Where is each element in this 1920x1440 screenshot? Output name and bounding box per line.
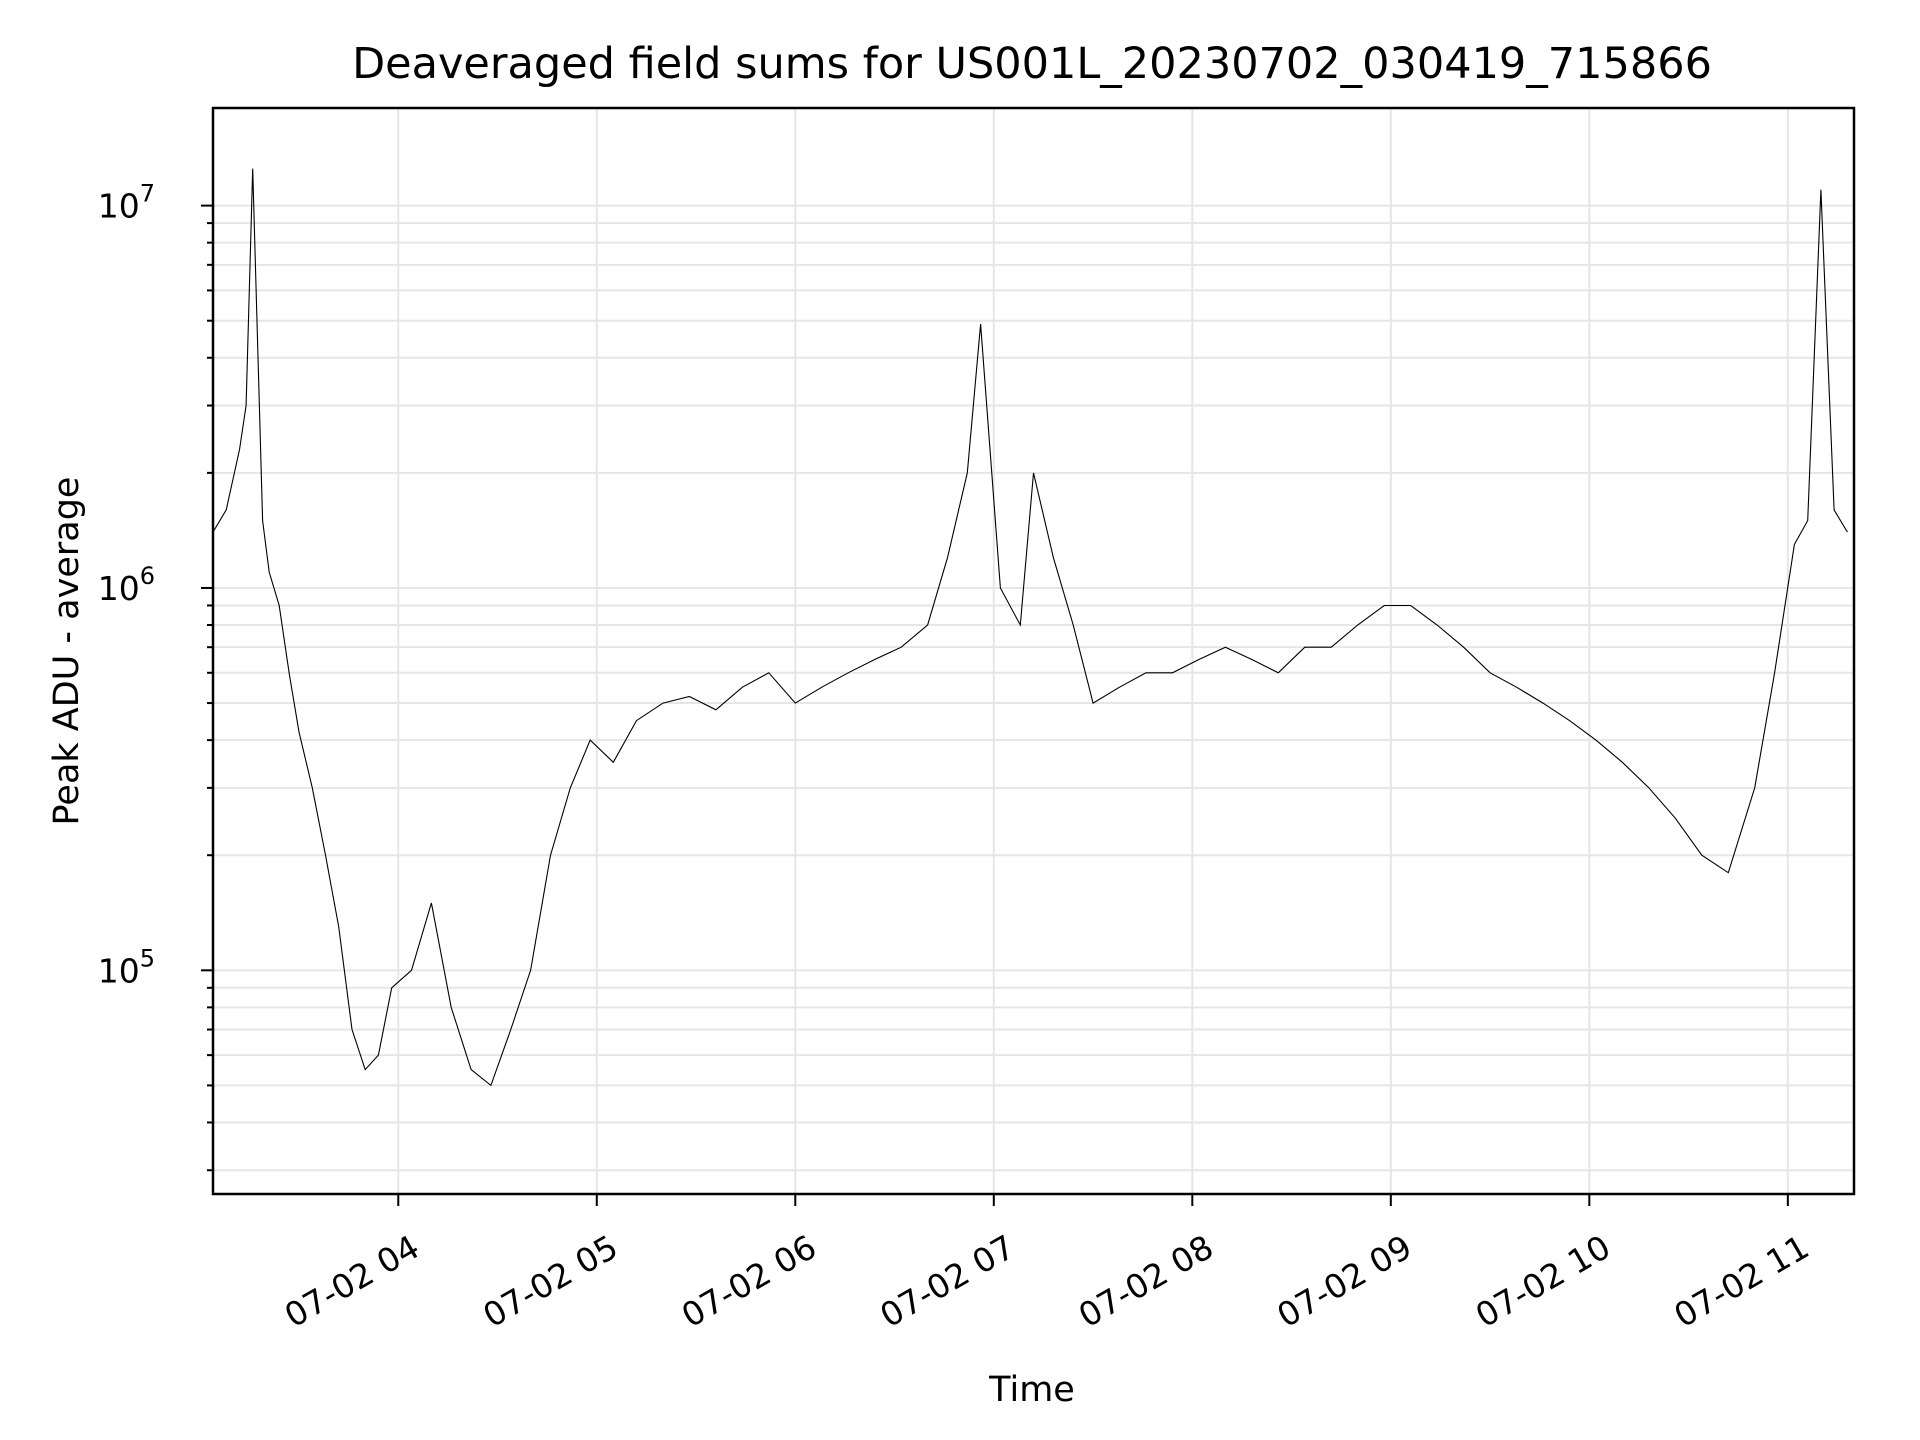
x-tick-label: 07-02 10 — [1469, 1227, 1617, 1335]
chart-title: Deaveraged field sums for US001L_2023070… — [352, 39, 1712, 89]
series-line — [212, 168, 1848, 1087]
x-tick-label: 07-02 11 — [1667, 1227, 1815, 1335]
y-axis-label: Peak ADU - average — [47, 477, 87, 826]
y-tick-label: 107 — [98, 180, 155, 226]
x-tick-label: 07-02 06 — [675, 1227, 823, 1335]
y-tick-exponent: 5 — [140, 944, 155, 972]
x-tick-label: 07-02 05 — [476, 1227, 624, 1335]
y-tick-exponent: 6 — [140, 562, 155, 590]
y-tick-label: 106 — [98, 562, 155, 608]
x-tick-label: 07-02 08 — [1072, 1227, 1220, 1335]
x-tick-label: 07-02 04 — [278, 1227, 426, 1335]
x-tick-label: 07-02 07 — [873, 1227, 1021, 1335]
x-axis-label: Time — [988, 1370, 1075, 1410]
x-tick-label: 07-02 09 — [1270, 1227, 1418, 1335]
axis-ticks: 07-02 04 07-02 05 07-02 06 07-02 07 07-02 08… — [98, 180, 1816, 1336]
plot-frame — [211, 106, 1856, 1196]
y-tick-label: 105 — [98, 944, 155, 990]
y-tick-exponent: 7 — [140, 180, 155, 208]
data-series — [212, 168, 1848, 1087]
